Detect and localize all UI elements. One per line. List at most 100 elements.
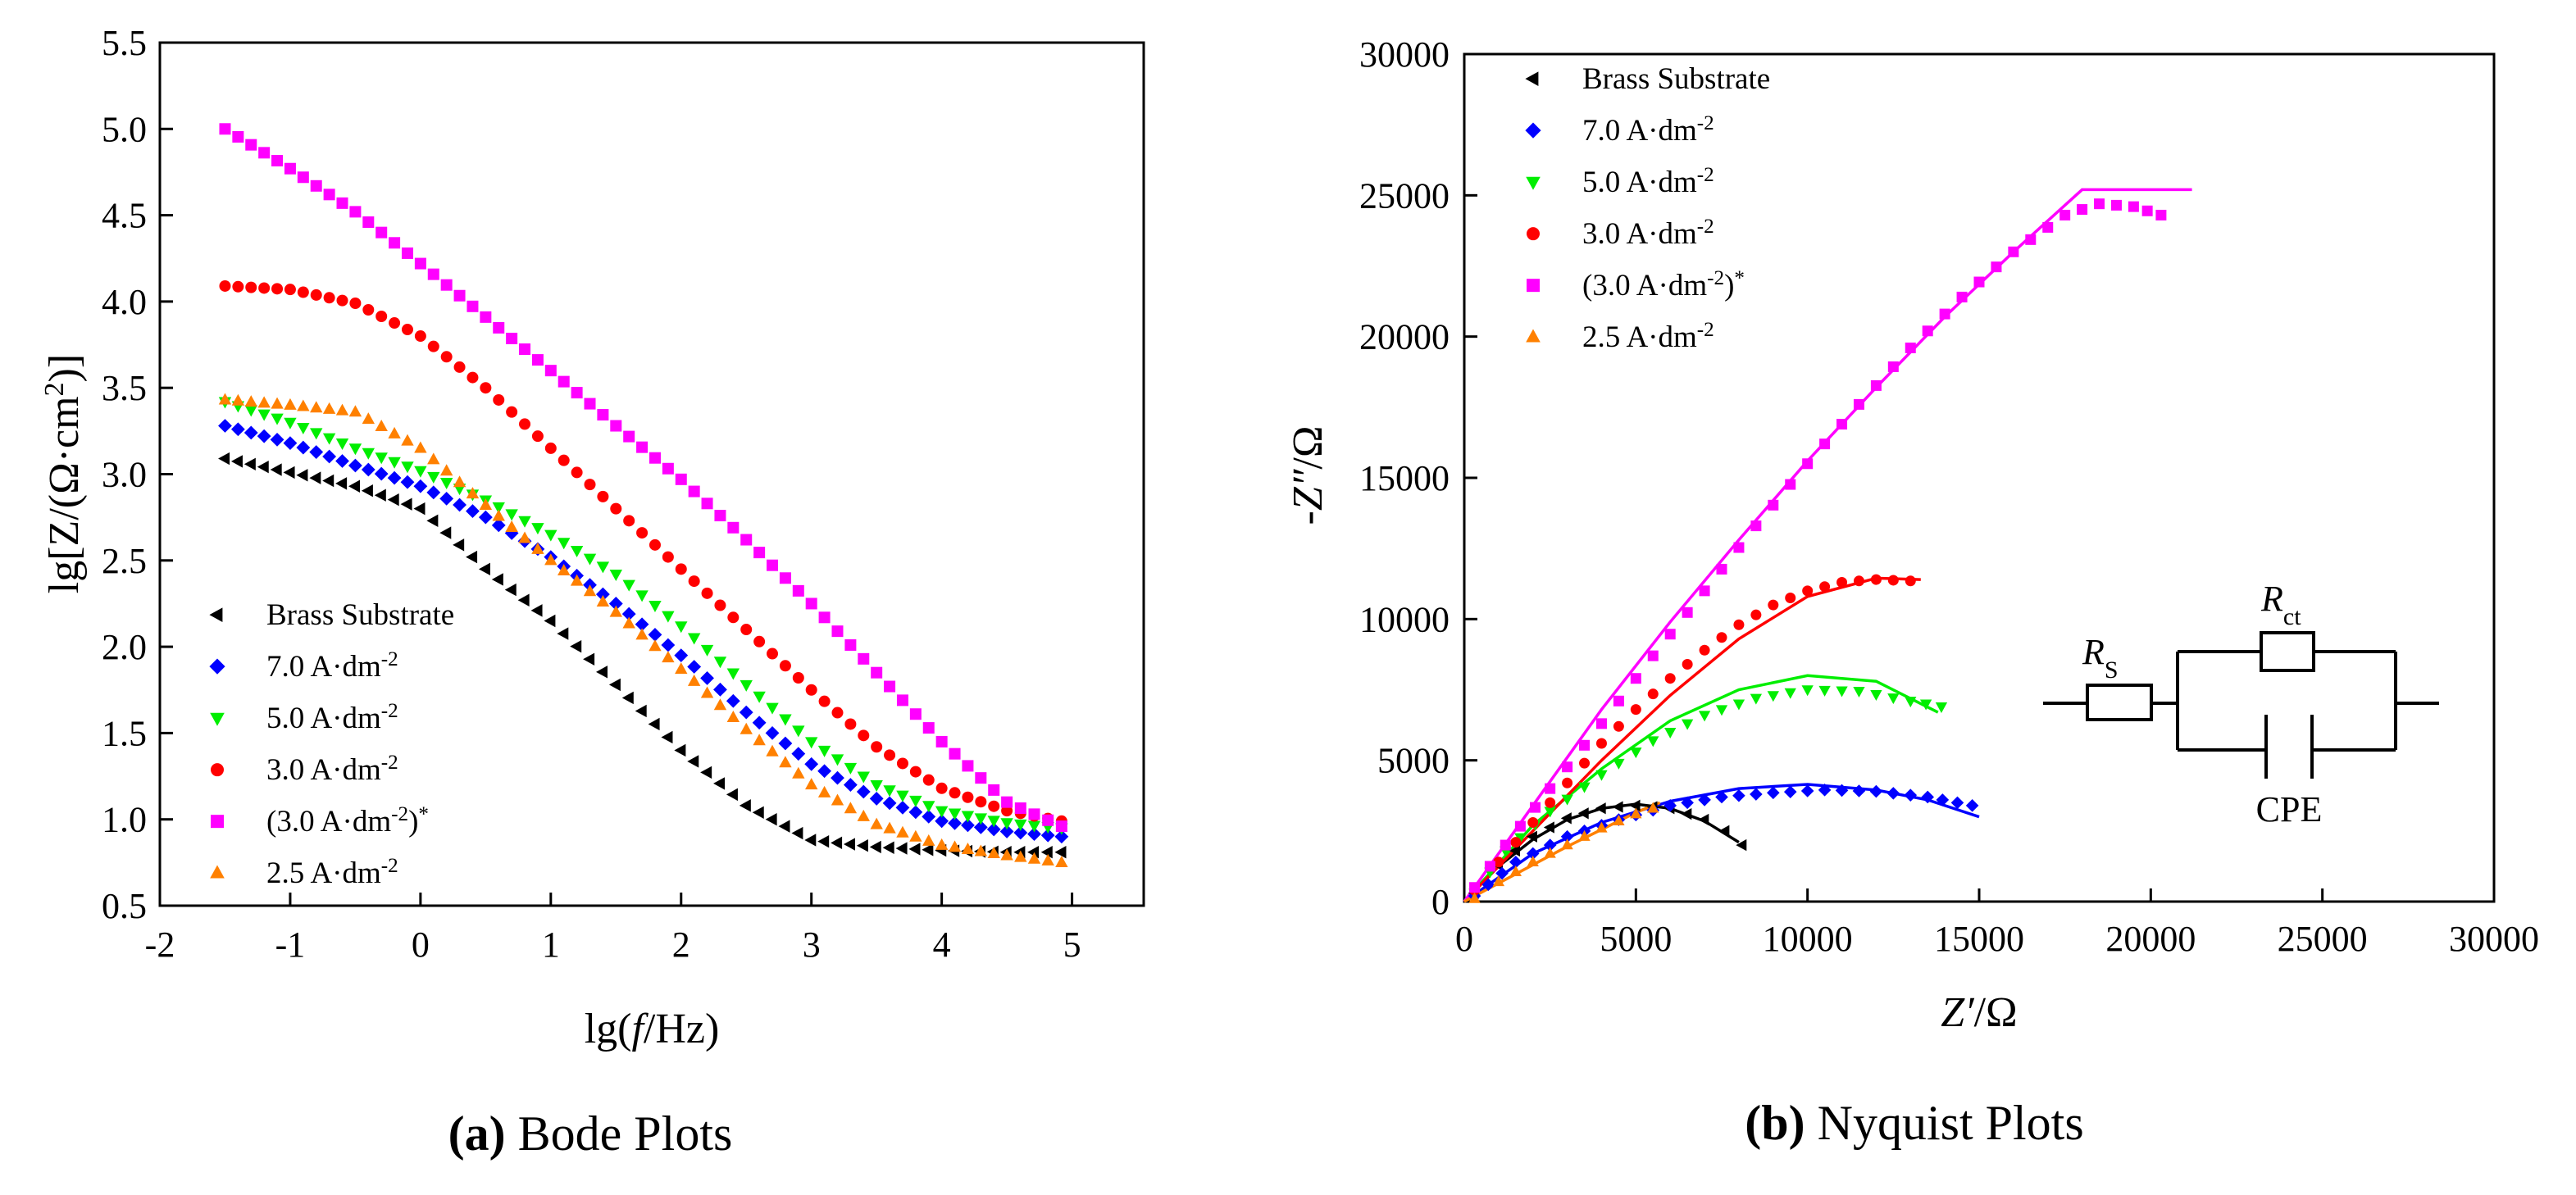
nyquist-data-point bbox=[1732, 788, 1745, 802]
bode-data-point bbox=[609, 570, 622, 582]
bode-data-point bbox=[361, 462, 375, 477]
nyquist-legend-entry: 3.0 A·dm-2 bbox=[1527, 216, 1714, 251]
bode-data-point bbox=[231, 393, 245, 406]
bode-data-point bbox=[506, 332, 518, 344]
bode-data-point bbox=[439, 478, 453, 490]
bode-data-point bbox=[805, 684, 817, 696]
bode-data-point bbox=[232, 130, 244, 143]
bode-data-point bbox=[296, 469, 308, 482]
bode-data-point bbox=[986, 822, 1001, 837]
nyquist-data-point bbox=[1682, 658, 1693, 670]
bode-data-point bbox=[504, 583, 517, 597]
bode-data-point bbox=[831, 793, 844, 806]
bode-data-point bbox=[375, 452, 388, 465]
bode-data-point bbox=[257, 460, 269, 474]
nyquist-data-point bbox=[1664, 629, 1676, 640]
bode-series bbox=[218, 397, 1068, 835]
nyquist-data-point bbox=[1802, 458, 1814, 470]
nyquist-fit-curves bbox=[1463, 188, 2192, 903]
nyquist-data-point bbox=[1715, 790, 1728, 804]
bode-data-point bbox=[1027, 827, 1041, 842]
nyquist-data-point bbox=[1647, 802, 1659, 813]
nyquist-data-point bbox=[1698, 711, 1711, 722]
bode-data-point bbox=[322, 474, 335, 488]
nyquist-data-point bbox=[1836, 686, 1848, 697]
bode-data-point bbox=[1040, 846, 1053, 859]
bode-data-point bbox=[975, 772, 987, 784]
bode-data-point bbox=[439, 492, 454, 506]
bode-data-point bbox=[896, 825, 909, 838]
bode-data-point bbox=[270, 463, 282, 476]
bode-data-point bbox=[805, 778, 818, 790]
nyquist-data-point bbox=[2059, 209, 2071, 220]
bode-data-point bbox=[817, 834, 830, 848]
nyquist-data-point bbox=[2025, 234, 2037, 245]
nyquist-data-point bbox=[1562, 777, 1573, 788]
bode-data-point bbox=[844, 718, 857, 730]
nyquist-data-point bbox=[1785, 479, 1796, 490]
bode-data-point bbox=[440, 351, 453, 363]
bode-data-point bbox=[271, 155, 284, 167]
nyquist-data-point bbox=[1750, 520, 1762, 532]
bode-legend-entry: 5.0 A·dm-2 bbox=[210, 700, 398, 735]
bode-legend-marker bbox=[210, 865, 225, 879]
nyquist-y-axis-title: -Z″/Ω bbox=[1285, 426, 1331, 525]
bode-data-point bbox=[988, 784, 1000, 796]
bode-data-point bbox=[309, 445, 324, 459]
bode-series bbox=[219, 123, 1067, 833]
bode-y-tick-label: 3.0 bbox=[102, 455, 147, 495]
nyquist-data-point bbox=[1527, 816, 1539, 828]
bode-data-point bbox=[635, 704, 647, 718]
bode-data-point bbox=[753, 547, 766, 559]
nyquist-data-point bbox=[1836, 577, 1848, 588]
bode-data-point bbox=[310, 401, 323, 413]
nyquist-data-point bbox=[1887, 575, 1899, 586]
bode-data-point bbox=[766, 702, 779, 715]
bode-data-point bbox=[791, 826, 803, 840]
nyquist-data-point bbox=[1664, 728, 1677, 738]
bode-data-point bbox=[387, 493, 399, 507]
nyquist-legend-marker bbox=[1525, 122, 1541, 139]
bode-legend-label: 3.0 A·dm-2 bbox=[266, 752, 398, 788]
bode-y-tick-label: 1.0 bbox=[102, 800, 147, 840]
nyquist-legend-marker bbox=[1525, 71, 1539, 86]
bode-data-point bbox=[909, 829, 922, 842]
bode-data-point bbox=[218, 419, 232, 433]
nyquist-data-point bbox=[1562, 761, 1573, 773]
bode-data-point bbox=[310, 179, 322, 192]
nyquist-data-point bbox=[1732, 699, 1745, 711]
nyquist-data-point bbox=[1595, 738, 1607, 749]
bode-data-point bbox=[323, 189, 335, 201]
nyquist-data-point bbox=[1784, 688, 1796, 699]
nyquist-data-point bbox=[1664, 673, 1676, 684]
nyquist-data-point bbox=[1630, 747, 1642, 759]
bode-data-point bbox=[726, 693, 740, 708]
bode-data-point bbox=[817, 785, 831, 797]
nyquist-data-point bbox=[1783, 785, 1797, 798]
rct-resistor bbox=[2260, 631, 2315, 672]
bode-data-point bbox=[753, 635, 766, 647]
nyquist-caption: (b) Nyquist Plots bbox=[1745, 1096, 2083, 1150]
nyquist-data-point bbox=[1718, 825, 1730, 837]
nyquist-data-point bbox=[1629, 799, 1641, 811]
nyquist-legend-marker bbox=[1527, 279, 1540, 293]
nyquist-data-point bbox=[1853, 575, 1864, 587]
nyquist-data-point bbox=[1544, 807, 1556, 818]
bode-data-point bbox=[831, 625, 844, 638]
bode-data-point bbox=[348, 443, 362, 456]
nyquist-data-point bbox=[1545, 797, 1556, 808]
bode-data-point bbox=[844, 638, 857, 651]
bode-data-point bbox=[544, 529, 558, 542]
nyquist-y-tick-label: 5000 bbox=[1377, 741, 1450, 781]
bode-data-point bbox=[427, 452, 440, 465]
bode-data-point bbox=[335, 454, 349, 468]
bode-data-point bbox=[687, 633, 701, 645]
bode-data-point bbox=[389, 317, 401, 329]
bode-data-point bbox=[701, 498, 713, 510]
bode-data-point bbox=[675, 662, 688, 675]
bode-data-point bbox=[675, 621, 688, 634]
bode-data-point bbox=[648, 717, 660, 731]
bode-data-point bbox=[322, 402, 336, 414]
bode-data-point bbox=[818, 695, 831, 707]
